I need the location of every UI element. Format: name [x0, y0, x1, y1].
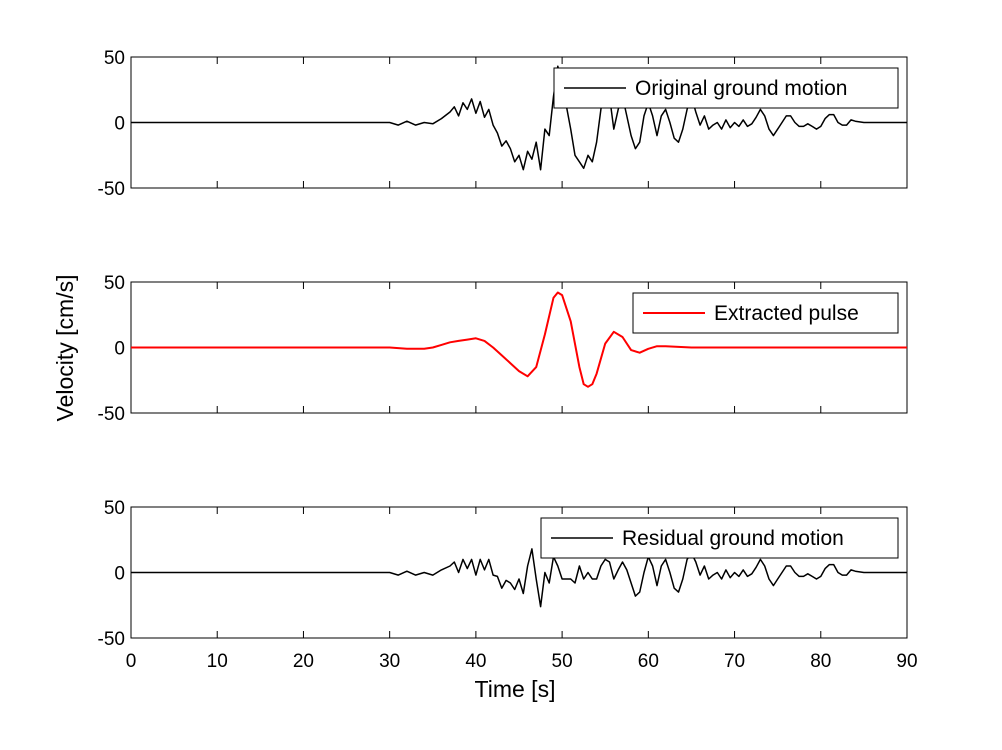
x-tick-label: 60: [638, 651, 659, 672]
legend: Original ground motion: [553, 67, 899, 109]
x-tick-label: 10: [207, 651, 228, 672]
legend-label: Original ground motion: [635, 77, 847, 100]
x-tick-label: 70: [724, 651, 745, 672]
y-tick-label: -50: [98, 629, 125, 650]
legend-label: Residual ground motion: [622, 527, 844, 550]
x-tick-label: 40: [465, 651, 486, 672]
y-tick-label: 50: [104, 48, 125, 69]
legend: Residual ground motion: [540, 517, 899, 559]
y-tick-label: -50: [98, 179, 125, 200]
y-tick-label: 50: [104, 498, 125, 519]
y-tick-label: 50: [104, 273, 125, 294]
panel-extracted-pulse: 50 0 -50 Extracted pulse: [98, 273, 908, 425]
y-axis-label: Velocity [cm/s]: [52, 275, 78, 422]
x-tick-label: 20: [293, 651, 314, 672]
legend: Extracted pulse: [632, 292, 899, 334]
series-line: [131, 65, 907, 171]
legend-label: Extracted pulse: [714, 302, 859, 325]
y-tick-label: -50: [98, 404, 125, 425]
series-line: [131, 548, 907, 608]
y-tick-label: 0: [114, 339, 125, 360]
x-tick-label: 50: [552, 651, 573, 672]
series-line: [131, 291, 907, 388]
x-tick-label: 30: [379, 651, 400, 672]
y-tick-label: 0: [114, 564, 125, 585]
x-tick-label: 0: [126, 651, 137, 672]
panel-original-ground-motion: 50 0 -50 Original ground motion: [98, 48, 908, 200]
y-tick-label: 0: [114, 114, 125, 135]
x-axis-label: Time [s]: [475, 676, 556, 702]
x-tick-label: 80: [810, 651, 831, 672]
x-tick-label: 90: [896, 651, 917, 672]
